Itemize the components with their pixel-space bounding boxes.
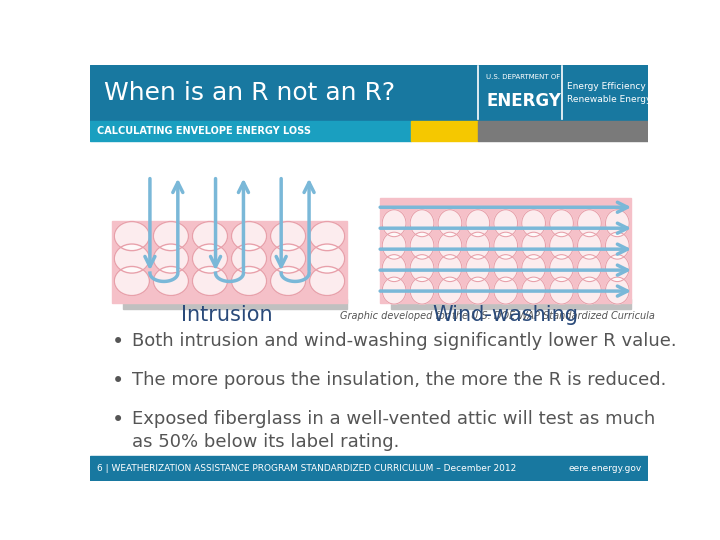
Ellipse shape <box>522 277 546 304</box>
Ellipse shape <box>438 255 462 281</box>
Bar <box>392 299 631 309</box>
Ellipse shape <box>522 232 546 259</box>
Ellipse shape <box>410 232 434 259</box>
Text: The more porous the insulation, the more the R is reduced.: The more porous the insulation, the more… <box>132 371 666 389</box>
Ellipse shape <box>410 255 434 281</box>
Text: •: • <box>112 410 125 430</box>
Ellipse shape <box>153 266 189 295</box>
Ellipse shape <box>114 221 150 251</box>
Bar <box>380 198 631 303</box>
Ellipse shape <box>192 266 228 295</box>
Ellipse shape <box>606 255 629 281</box>
Ellipse shape <box>549 255 573 281</box>
Ellipse shape <box>577 255 601 281</box>
Text: Energy Efficiency &
Renewable Energy: Energy Efficiency & Renewable Energy <box>567 82 656 104</box>
Text: Exposed fiberglass in a well-vented attic will test as much
as 50% below its lab: Exposed fiberglass in a well-vented atti… <box>132 410 655 451</box>
Ellipse shape <box>114 244 150 273</box>
Ellipse shape <box>382 232 406 259</box>
Text: CALCULATING ENVELOPE ENERGY LOSS: CALCULATING ENVELOPE ENERGY LOSS <box>96 126 311 136</box>
Ellipse shape <box>310 221 345 251</box>
Ellipse shape <box>494 255 518 281</box>
Ellipse shape <box>549 232 573 259</box>
Ellipse shape <box>466 210 490 237</box>
Text: Graphic developed for the U.S. DOE WAP Standardized Curricula: Graphic developed for the U.S. DOE WAP S… <box>340 310 654 321</box>
Text: eere.energy.gov: eere.energy.gov <box>568 464 642 473</box>
Ellipse shape <box>606 232 629 259</box>
Bar <box>90 65 648 121</box>
Ellipse shape <box>494 277 518 304</box>
Ellipse shape <box>466 232 490 259</box>
Text: •: • <box>112 371 125 391</box>
Text: Wind-washing: Wind-washing <box>433 305 579 325</box>
Bar <box>90 456 648 481</box>
Ellipse shape <box>606 210 629 237</box>
Ellipse shape <box>231 221 266 251</box>
Ellipse shape <box>410 277 434 304</box>
Ellipse shape <box>438 232 462 259</box>
Text: 6 | WEATHERIZATION ASSISTANCE PROGRAM STANDARDIZED CURRICULUM – December 2012: 6 | WEATHERIZATION ASSISTANCE PROGRAM ST… <box>96 464 516 473</box>
Ellipse shape <box>466 255 490 281</box>
Ellipse shape <box>382 255 406 281</box>
Ellipse shape <box>549 277 573 304</box>
Text: Intrusion: Intrusion <box>181 305 273 325</box>
Ellipse shape <box>577 210 601 237</box>
Ellipse shape <box>549 210 573 237</box>
Ellipse shape <box>438 277 462 304</box>
Ellipse shape <box>494 210 518 237</box>
Bar <box>478 121 648 141</box>
Ellipse shape <box>438 210 462 237</box>
Text: ENERGY: ENERGY <box>486 92 561 110</box>
Ellipse shape <box>271 244 306 273</box>
Ellipse shape <box>466 277 490 304</box>
Ellipse shape <box>153 221 189 251</box>
Bar <box>411 121 478 141</box>
Ellipse shape <box>522 255 546 281</box>
Text: Both intrusion and wind-washing significantly lower R value.: Both intrusion and wind-washing signific… <box>132 332 677 350</box>
Ellipse shape <box>494 232 518 259</box>
Bar <box>124 299 347 309</box>
Ellipse shape <box>522 210 546 237</box>
Ellipse shape <box>410 210 434 237</box>
Bar <box>112 221 347 303</box>
Bar <box>90 141 648 456</box>
Ellipse shape <box>310 244 345 273</box>
Ellipse shape <box>192 244 228 273</box>
Bar <box>107 149 352 307</box>
Ellipse shape <box>231 244 266 273</box>
Ellipse shape <box>577 277 601 304</box>
Ellipse shape <box>192 221 228 251</box>
Ellipse shape <box>577 232 601 259</box>
Text: •: • <box>112 332 125 352</box>
Ellipse shape <box>114 266 150 295</box>
Ellipse shape <box>153 244 189 273</box>
Ellipse shape <box>231 266 266 295</box>
Text: When is an R not an R?: When is an R not an R? <box>104 81 395 105</box>
Ellipse shape <box>606 277 629 304</box>
Ellipse shape <box>271 221 306 251</box>
Ellipse shape <box>271 266 306 295</box>
Ellipse shape <box>382 210 406 237</box>
Ellipse shape <box>310 266 345 295</box>
Ellipse shape <box>382 277 406 304</box>
Text: U.S. DEPARTMENT OF: U.S. DEPARTMENT OF <box>486 74 560 80</box>
Bar <box>90 121 411 141</box>
